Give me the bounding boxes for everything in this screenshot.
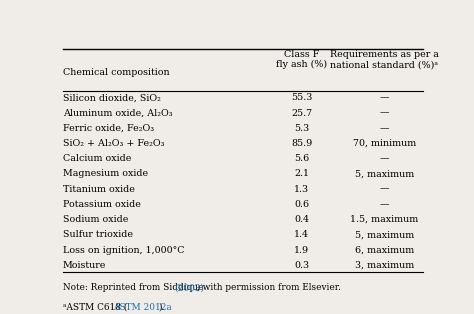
Text: —: — [380,124,389,133]
Text: —: — [380,154,389,163]
Text: Ferric oxide, Fe₂O₃: Ferric oxide, Fe₂O₃ [63,124,154,133]
Text: —: — [380,185,389,194]
Text: 1.9: 1.9 [294,246,309,255]
Text: 55.3: 55.3 [291,93,312,102]
Text: ).: ). [158,303,165,312]
Text: 6, maximum: 6, maximum [355,246,414,255]
Text: Potassium oxide: Potassium oxide [63,200,141,209]
Text: 5, maximum: 5, maximum [355,230,414,239]
Text: 5, maximum: 5, maximum [355,170,414,178]
Text: Requirements as per a
national standard (%)ᵃ: Requirements as per a national standard … [330,50,439,69]
Text: 0.4: 0.4 [294,215,309,224]
Text: 1.3: 1.3 [294,185,309,194]
Text: 0.6: 0.6 [294,200,309,209]
Text: 0.3: 0.3 [294,261,309,270]
Text: Note: Reprinted from Siddique: Note: Reprinted from Siddique [63,283,206,292]
Text: 1.5, maximum: 1.5, maximum [350,215,419,224]
Text: Magnesium oxide: Magnesium oxide [63,170,148,178]
Text: 3, maximum: 3, maximum [355,261,414,270]
Text: ASTM 2012a: ASTM 2012a [113,303,172,312]
Text: Chemical composition: Chemical composition [63,68,170,77]
Text: SiO₂ + Al₂O₃ + Fe₂O₃: SiO₂ + Al₂O₃ + Fe₂O₃ [63,139,164,148]
Text: 1.4: 1.4 [294,230,309,239]
Text: —: — [380,109,389,117]
Text: —: — [380,200,389,209]
Text: 5.3: 5.3 [294,124,310,133]
Text: Calcium oxide: Calcium oxide [63,154,131,163]
Text: Titanium oxide: Titanium oxide [63,185,135,194]
Text: Moisture: Moisture [63,261,106,270]
Text: Loss on ignition, 1,000°C: Loss on ignition, 1,000°C [63,246,184,255]
Text: Sulfur trioxide: Sulfur trioxide [63,230,133,239]
Text: (2003): (2003) [174,283,204,292]
Text: 2.1: 2.1 [294,170,309,178]
Text: 25.7: 25.7 [291,109,312,117]
Text: 5.6: 5.6 [294,154,310,163]
Text: 70, minimum: 70, minimum [353,139,416,148]
Text: ᵃASTM C618 (: ᵃASTM C618 ( [63,303,128,312]
Text: —: — [380,93,389,102]
Text: 85.9: 85.9 [291,139,312,148]
Text: Aluminum oxide, Al₂O₃: Aluminum oxide, Al₂O₃ [63,109,173,117]
Text: Class F
fly ash (%): Class F fly ash (%) [276,50,327,69]
Text: , with permission from Elsevier.: , with permission from Elsevier. [197,283,341,292]
Text: Sodium oxide: Sodium oxide [63,215,128,224]
Text: Silicon dioxide, SiO₂: Silicon dioxide, SiO₂ [63,93,161,102]
